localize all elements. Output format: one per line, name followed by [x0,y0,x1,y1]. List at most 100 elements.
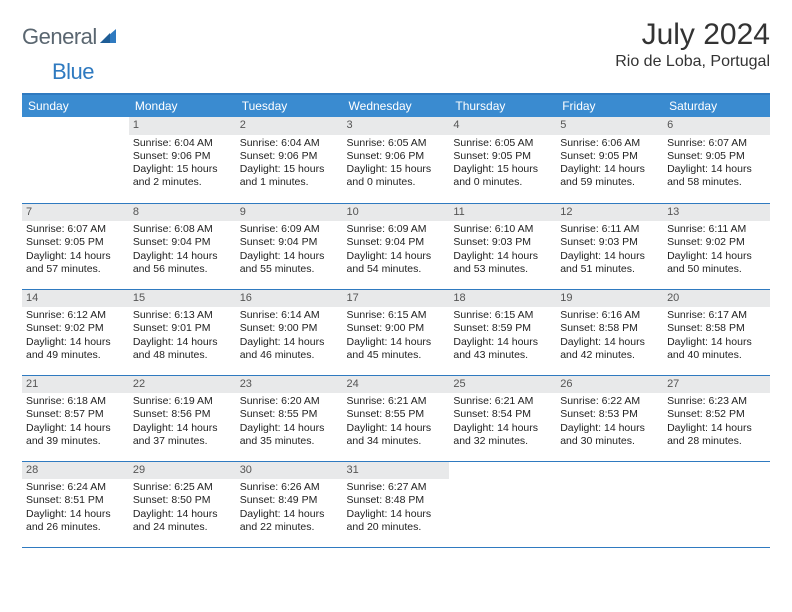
calendar-week-row: 1Sunrise: 6:04 AMSunset: 9:06 PMDaylight… [22,117,770,203]
day-line: and 28 minutes. [667,435,766,448]
day-line: Sunset: 9:03 PM [453,236,552,249]
day-number: 29 [129,462,236,480]
day-line: Sunrise: 6:05 AM [347,137,446,150]
day-line: Sunrise: 6:15 AM [347,309,446,322]
day-number: 22 [129,376,236,394]
day-line: Sunset: 8:50 PM [133,494,232,507]
day-line: Sunset: 8:51 PM [26,494,125,507]
day-line: and 50 minutes. [667,263,766,276]
day-line: Daylight: 14 hours [133,250,232,263]
day-line: Daylight: 14 hours [347,508,446,521]
day-line: and 0 minutes. [347,176,446,189]
day-line: and 32 minutes. [453,435,552,448]
calendar-body: 1Sunrise: 6:04 AMSunset: 9:06 PMDaylight… [22,117,770,547]
day-number: 23 [236,376,343,394]
day-line: Sunrise: 6:25 AM [133,481,232,494]
day-line: Daylight: 15 hours [133,163,232,176]
calendar-day-cell [449,461,556,547]
day-content: Sunrise: 6:15 AMSunset: 8:59 PMDaylight:… [449,307,556,366]
day-line: and 22 minutes. [240,521,339,534]
day-number: 26 [556,376,663,394]
day-line: Sunrise: 6:21 AM [453,395,552,408]
day-content: Sunrise: 6:21 AMSunset: 8:55 PMDaylight:… [343,393,450,452]
day-line: Sunrise: 6:05 AM [453,137,552,150]
day-line: Sunset: 9:04 PM [240,236,339,249]
day-line: Sunset: 8:57 PM [26,408,125,421]
day-line: Sunrise: 6:17 AM [667,309,766,322]
day-number: 1 [129,117,236,135]
day-line: Sunset: 9:04 PM [133,236,232,249]
day-line: Sunrise: 6:07 AM [667,137,766,150]
day-content: Sunrise: 6:22 AMSunset: 8:53 PMDaylight:… [556,393,663,452]
calendar-day-cell: 12Sunrise: 6:11 AMSunset: 9:03 PMDayligh… [556,203,663,289]
weekday-header: Sunday [22,95,129,117]
day-line: and 56 minutes. [133,263,232,276]
day-line: and 37 minutes. [133,435,232,448]
calendar-day-cell: 7Sunrise: 6:07 AMSunset: 9:05 PMDaylight… [22,203,129,289]
day-number: 17 [343,290,450,308]
calendar-day-cell: 21Sunrise: 6:18 AMSunset: 8:57 PMDayligh… [22,375,129,461]
day-line: and 24 minutes. [133,521,232,534]
day-line: and 40 minutes. [667,349,766,362]
day-content: Sunrise: 6:12 AMSunset: 9:02 PMDaylight:… [22,307,129,366]
day-line: Sunrise: 6:07 AM [26,223,125,236]
day-line: and 51 minutes. [560,263,659,276]
calendar-day-cell: 1Sunrise: 6:04 AMSunset: 9:06 PMDaylight… [129,117,236,203]
day-line: Daylight: 14 hours [560,163,659,176]
weekday-header: Wednesday [343,95,450,117]
day-number: 21 [22,376,129,394]
day-line: Sunrise: 6:04 AM [133,137,232,150]
day-content: Sunrise: 6:24 AMSunset: 8:51 PMDaylight:… [22,479,129,538]
day-number: 5 [556,117,663,135]
day-line: Sunset: 9:02 PM [26,322,125,335]
day-content: Sunrise: 6:14 AMSunset: 9:00 PMDaylight:… [236,307,343,366]
day-content: Sunrise: 6:09 AMSunset: 9:04 PMDaylight:… [343,221,450,280]
calendar-day-cell: 6Sunrise: 6:07 AMSunset: 9:05 PMDaylight… [663,117,770,203]
day-line: Sunset: 9:00 PM [347,322,446,335]
day-line: Sunset: 8:58 PM [560,322,659,335]
day-content: Sunrise: 6:07 AMSunset: 9:05 PMDaylight:… [22,221,129,280]
day-line: Sunrise: 6:08 AM [133,223,232,236]
calendar-week-row: 7Sunrise: 6:07 AMSunset: 9:05 PMDaylight… [22,203,770,289]
day-line: Sunset: 9:05 PM [667,150,766,163]
day-content: Sunrise: 6:27 AMSunset: 8:48 PMDaylight:… [343,479,450,538]
page-title: July 2024 [615,18,770,51]
day-line: Sunrise: 6:21 AM [347,395,446,408]
day-line: and 39 minutes. [26,435,125,448]
day-content: Sunrise: 6:20 AMSunset: 8:55 PMDaylight:… [236,393,343,452]
day-number: 25 [449,376,556,394]
day-content [22,135,129,141]
calendar-day-cell: 9Sunrise: 6:09 AMSunset: 9:04 PMDaylight… [236,203,343,289]
day-line: Sunrise: 6:27 AM [347,481,446,494]
day-number: 2 [236,117,343,135]
day-line: and 57 minutes. [26,263,125,276]
day-line: Sunrise: 6:23 AM [667,395,766,408]
logo-text-blue: Blue [52,59,94,84]
calendar-day-cell: 31Sunrise: 6:27 AMSunset: 8:48 PMDayligh… [343,461,450,547]
calendar-day-cell: 17Sunrise: 6:15 AMSunset: 9:00 PMDayligh… [343,289,450,375]
day-content: Sunrise: 6:21 AMSunset: 8:54 PMDaylight:… [449,393,556,452]
day-line: Daylight: 15 hours [453,163,552,176]
day-line: Sunrise: 6:04 AM [240,137,339,150]
day-line: Daylight: 14 hours [240,250,339,263]
day-line: Sunset: 8:53 PM [560,408,659,421]
day-line: Sunset: 8:58 PM [667,322,766,335]
calendar-day-cell: 4Sunrise: 6:05 AMSunset: 9:05 PMDaylight… [449,117,556,203]
day-line: and 48 minutes. [133,349,232,362]
day-number: 19 [556,290,663,308]
day-line: Daylight: 14 hours [560,250,659,263]
weekday-header: Saturday [663,95,770,117]
day-line: Sunset: 8:52 PM [667,408,766,421]
day-line: Daylight: 14 hours [240,508,339,521]
day-line: Sunrise: 6:11 AM [667,223,766,236]
day-content: Sunrise: 6:10 AMSunset: 9:03 PMDaylight:… [449,221,556,280]
calendar-day-cell: 2Sunrise: 6:04 AMSunset: 9:06 PMDaylight… [236,117,343,203]
day-line: Sunrise: 6:14 AM [240,309,339,322]
day-content: Sunrise: 6:09 AMSunset: 9:04 PMDaylight:… [236,221,343,280]
day-content [556,479,663,485]
day-line: Sunrise: 6:16 AM [560,309,659,322]
day-line: Daylight: 15 hours [347,163,446,176]
day-line: Daylight: 14 hours [347,336,446,349]
day-number: 24 [343,376,450,394]
day-content: Sunrise: 6:13 AMSunset: 9:01 PMDaylight:… [129,307,236,366]
